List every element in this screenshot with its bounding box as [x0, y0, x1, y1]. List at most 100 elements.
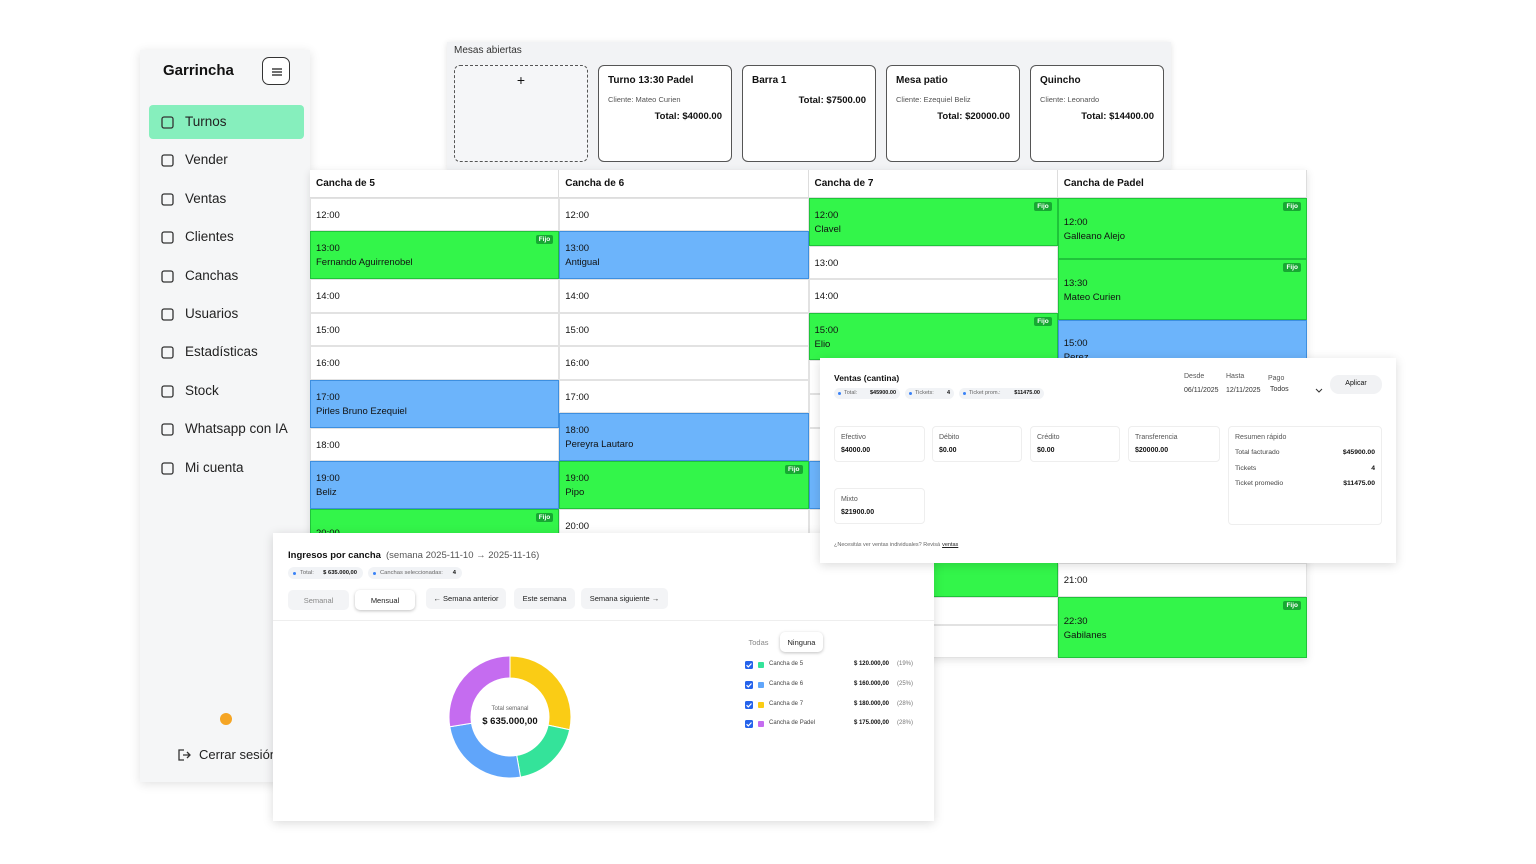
time-slot[interactable]: 15:00 [559, 313, 809, 346]
slot-time: 15:00 [565, 324, 590, 336]
menu-item[interactable]: Estadísticas [149, 335, 304, 369]
filter-value[interactable]: 12/11/2025 [1226, 387, 1261, 394]
menu-item[interactable]: Canchas [149, 259, 304, 293]
time-slot[interactable]: 13:00 Fernando Aguirrenobel Fijo [310, 231, 560, 279]
checkbox-box [745, 680, 753, 689]
time-slot[interactable]: 15:00 Elio Fijo [808, 313, 1058, 360]
slot-name: Fernando Aguirrenobel [316, 257, 413, 268]
summary-label: Ticket promedio [1235, 480, 1284, 487]
chip-dot [838, 392, 841, 395]
method-amount: $4000.00 [841, 447, 871, 454]
time-slot[interactable]: 15:00 [310, 313, 560, 346]
legend-row[interactable]: Cancha de 6 (25%) $ 160.000,00 [743, 678, 918, 692]
icon-shape [161, 423, 174, 436]
time-slot[interactable]: 12:00 [559, 198, 809, 231]
slot-time: 16:00 [316, 358, 340, 369]
time-slot[interactable]: 19:00 Beliz [310, 461, 560, 509]
legend-value: $ 120.000,00 [853, 661, 889, 667]
slot-time: 15:00 [316, 324, 340, 336]
summary-chip: Ticket prom.: $11475.00 [959, 388, 1044, 399]
footer-link[interactable]: ventas [942, 542, 959, 548]
time-slot[interactable]: 21:00 [1057, 563, 1307, 597]
slot-time: 13:00 [565, 243, 590, 254]
time-slot[interactable]: 14:00 [310, 279, 560, 313]
chip-label: Ticket prom.: [969, 390, 1001, 396]
status-dot-shape [220, 713, 232, 725]
menu-item[interactable]: Clientes [149, 220, 304, 254]
slot-name: Gabilanes [1063, 629, 1107, 641]
time-slot[interactable]: 16:00 [559, 346, 809, 380]
summary-title: Resumen rápido [1235, 434, 1287, 441]
chip-label: Total: [844, 390, 858, 396]
table-card[interactable]: Quincho Cliente: Leonardo Total: $14400.00 [1030, 65, 1164, 162]
select-button[interactable]: Ninguna [780, 632, 823, 652]
menu-item[interactable]: Turnos [149, 105, 304, 139]
menu-toggle[interactable] [262, 57, 290, 85]
ventas-panel: Ventas (cantina) Total: $45900.00 Tickets: 4… [820, 358, 1396, 563]
status-dot [220, 713, 232, 725]
menu-item[interactable]: Ventas [149, 182, 304, 216]
column-title: Cancha de Padel [1063, 178, 1144, 189]
time-slot[interactable]: 16:00 [310, 346, 560, 380]
menu-icon [161, 461, 174, 475]
week-nav-button[interactable]: Semana siguiente → [581, 588, 668, 609]
apply-button[interactable]: Aplicar [1330, 375, 1382, 394]
week-nav-button[interactable]: Este semana [514, 588, 575, 609]
select-button[interactable]: Todas [742, 632, 775, 652]
time-slot[interactable]: 14:00 [559, 279, 809, 313]
week-nav-button[interactable]: ← Semana anterior [426, 588, 506, 609]
column-header: Cancha de 7 [808, 170, 1058, 198]
method-amount: $20000.00 [1135, 447, 1169, 454]
panel-subtitle: (semana 2025-11-10 → 2025-11-16) [386, 550, 540, 561]
legend-row[interactable]: Cancha de 5 (19%) $ 120.000,00 [743, 658, 918, 672]
menu-item[interactable]: Mi cuenta [149, 451, 304, 485]
menu-label: Whatsapp con IA [185, 421, 288, 437]
menu-label: Estadísticas [185, 344, 258, 360]
legend-share: (28%) [896, 700, 913, 707]
panel-title: Ingresos por cancha [288, 550, 381, 561]
time-slot[interactable]: 17:00 [559, 380, 809, 413]
method-name: Débito [939, 434, 960, 441]
icon-shape [161, 269, 174, 283]
legend-row[interactable]: Cancha de Padel (28%) $ 175.000,00 [743, 717, 918, 731]
period-tab[interactable]: Mensual [355, 590, 415, 610]
time-slot[interactable]: 13:00 [808, 246, 1058, 279]
table-card[interactable]: Turno 13:30 Padel Cliente: Mateo Curien To… [598, 65, 732, 162]
time-slot[interactable]: 19:00 Pipo Fijo [559, 461, 809, 509]
summary-label: Total facturado [1235, 449, 1280, 456]
slot-time: 22:30 [1063, 615, 1088, 627]
period-tab[interactable]: Semanal [288, 590, 349, 610]
legend-value: $ 180.000,00 [853, 700, 889, 707]
time-slot[interactable]: 18:00 [310, 428, 560, 461]
time-slot[interactable]: 13:00 Antigual [559, 231, 809, 279]
menu-item[interactable]: Usuarios [149, 297, 304, 331]
column-header: Cancha de 6 [559, 170, 809, 198]
time-slot[interactable]: 12:00 [310, 198, 560, 231]
menu-item[interactable]: Whatsapp con IA [149, 412, 304, 446]
slot-name: Elio [814, 338, 831, 350]
menu-item[interactable]: Vender [149, 143, 304, 177]
time-slot[interactable]: 22:30 Gabilanes Fijo [1057, 597, 1307, 658]
payment-select[interactable]: Todos [1268, 385, 1324, 397]
method-card: Crédito $0.00 [1030, 426, 1120, 462]
time-slot[interactable]: 18:00 Pereyra Lautaro [559, 413, 809, 461]
menu-item[interactable]: Stock [149, 374, 304, 408]
panel-title: Ventas (cantina) [834, 373, 900, 383]
time-slot[interactable]: 12:00 Galleano Alejo Fijo [1057, 198, 1307, 259]
table-card[interactable]: Mesa patio Cliente: Ezequiel Beliz Total: … [886, 65, 1020, 162]
add-table[interactable]: + [454, 65, 588, 162]
time-slot[interactable]: 17:00 Pirles Bruno Ezequiel [310, 380, 560, 428]
slot-name: Pipo [565, 487, 585, 498]
legend-checkbox [745, 700, 753, 709]
logout[interactable]: Cerrar sesión [176, 746, 316, 764]
legend-row[interactable]: Cancha de 7 (28%) $ 180.000,00 [743, 698, 918, 712]
checkbox-box [745, 661, 753, 669]
time-slot[interactable]: 13:30 Mateo Curien Fijo [1057, 259, 1307, 320]
menu-label: Vender [185, 152, 228, 168]
column-title: Cancha de 6 [565, 178, 625, 189]
time-slot[interactable]: 14:00 [808, 279, 1058, 313]
table-card[interactable]: Barra 1 Total: $7500.00 [742, 65, 876, 162]
time-slot[interactable]: 12:00 Clavel Fijo [808, 198, 1058, 246]
filter-value[interactable]: 06/11/2025 [1184, 387, 1219, 394]
slot-name: Perez [1064, 352, 1089, 363]
